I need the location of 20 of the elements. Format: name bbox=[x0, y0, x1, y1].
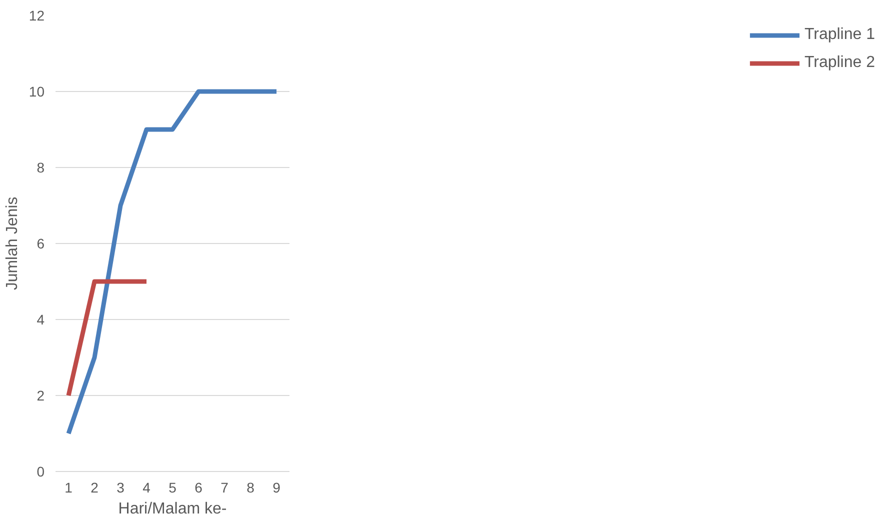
x-tick-label: 1 bbox=[64, 480, 73, 496]
y-tick-label: 4 bbox=[36, 312, 45, 328]
x-tick-label: 8 bbox=[246, 480, 255, 496]
legend-label: Trapline 2 bbox=[804, 54, 875, 72]
y-tick-label: 8 bbox=[36, 160, 45, 176]
x-tick-label: 5 bbox=[168, 480, 177, 496]
legend-label: Trapline 1 bbox=[804, 26, 875, 44]
y-axis-title: Jumlah Jenis bbox=[4, 196, 21, 290]
x-tick-label: 2 bbox=[90, 480, 99, 496]
x-tick-label: 7 bbox=[220, 480, 229, 496]
x-tick-label: 3 bbox=[116, 480, 125, 496]
x-tick-label: 6 bbox=[194, 480, 203, 496]
x-axis-title: Hari/Malam ke- bbox=[118, 500, 227, 518]
y-tick-label: 10 bbox=[28, 84, 45, 100]
y-tick-label: 6 bbox=[36, 236, 45, 252]
y-tick-label: 12 bbox=[28, 8, 45, 24]
x-tick-label: 4 bbox=[142, 480, 151, 496]
y-tick-label: 0 bbox=[36, 464, 45, 480]
x-tick-label: 9 bbox=[272, 480, 281, 496]
y-tick-label: 2 bbox=[36, 388, 45, 404]
